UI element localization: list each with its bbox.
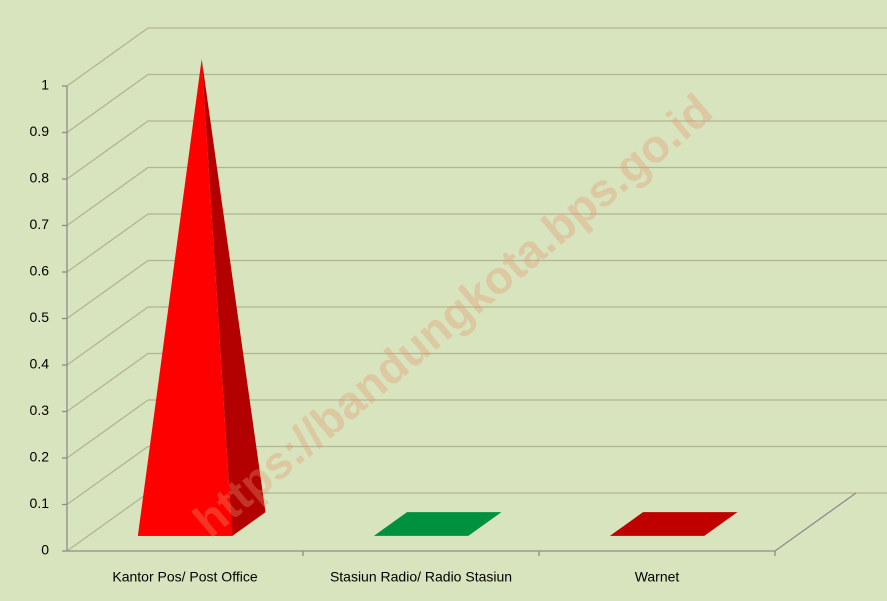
plot-area: 0 0.1 0.2 0.3 0.4 0.5 0.6 0.7 0.8 0.9 1 Kantor Pos/… [30, 27, 887, 585]
grid-line [66, 399, 887, 459]
x-tick-label: Warnet [635, 569, 680, 585]
bar-side [201, 59, 266, 536]
bar [609, 512, 738, 536]
y-tick-label: 0.4 [30, 356, 50, 372]
grid-line [66, 27, 887, 87]
y-tick-label: 0.9 [30, 123, 50, 139]
bar [137, 59, 266, 536]
x-tick-label: Stasiun Radio/ Radio Stasiun [330, 569, 512, 585]
grid-line [66, 352, 887, 413]
y-tick-label: 0.1 [30, 495, 50, 511]
y-tick-label: 0.7 [30, 216, 50, 232]
grid-line [66, 259, 887, 320]
grid-line [66, 73, 887, 134]
y-tick-label: 0.5 [30, 309, 50, 325]
y-tick-label: 0.8 [30, 170, 50, 186]
x-tick-label: Kantor Pos/ Post Office [112, 569, 257, 585]
bar [373, 512, 502, 536]
grid-line [66, 120, 887, 180]
bar-base [373, 512, 502, 536]
grid-line [66, 306, 887, 366]
bar-base [609, 512, 738, 536]
y-tick-label: 0.6 [30, 263, 50, 279]
y-tick-label: 1 [41, 77, 49, 93]
bar-front [137, 59, 233, 536]
grid-line [66, 213, 887, 273]
grid-line [66, 166, 887, 227]
grid-line [66, 445, 887, 506]
y-tick-label: 0.2 [30, 449, 50, 465]
y-tick-label: 0 [41, 542, 49, 558]
y-tick-label: 0.3 [30, 402, 50, 418]
